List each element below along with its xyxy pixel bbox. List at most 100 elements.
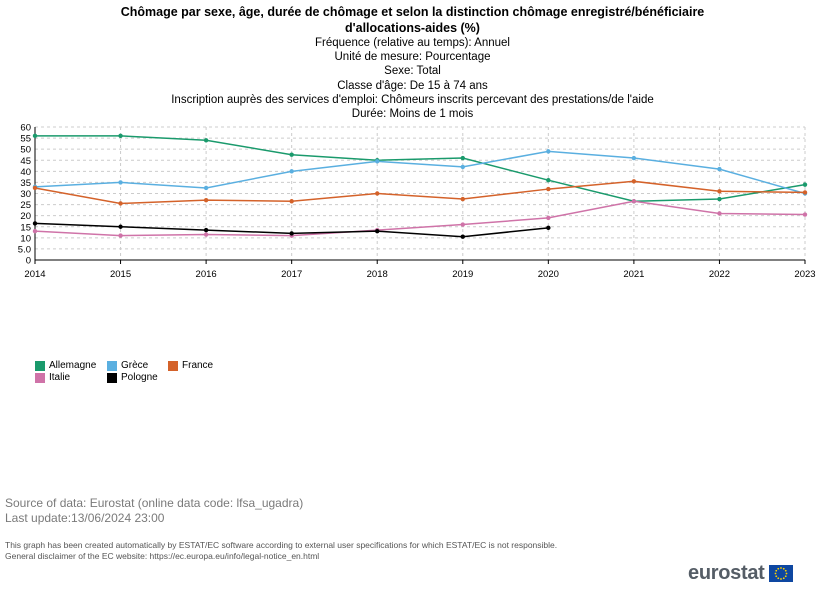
- flag-star: [784, 569, 787, 572]
- x-tick-label: 2021: [623, 269, 644, 280]
- x-tick-label: 2020: [538, 269, 559, 280]
- data-point-allemagne: [289, 152, 294, 157]
- data-point-italie: [631, 199, 637, 204]
- data-point-france: [717, 189, 722, 194]
- data-point-grece: [118, 180, 123, 185]
- disclaimer-link-line: General disclaimer of the EC website: ht…: [5, 551, 320, 561]
- y-tick-label: 35: [20, 178, 31, 189]
- data-point-france: [118, 201, 123, 206]
- source-line: Source of data: Eurostat (online data co…: [5, 496, 304, 510]
- flag-star: [774, 575, 777, 578]
- x-tick-label: 2017: [281, 269, 302, 280]
- legend-label: France: [182, 360, 214, 371]
- x-tick-label: 2016: [196, 269, 217, 280]
- x-tick-label: 2023: [794, 269, 815, 280]
- data-point-italie: [203, 232, 209, 237]
- chart-title: Chômage par sexe, âge, durée de chômage …: [120, 5, 705, 35]
- legend-item-france[interactable]: France: [168, 360, 213, 371]
- data-point-allemagne: [203, 138, 209, 143]
- data-point-pologne: [460, 234, 465, 239]
- legend-swatch: [168, 360, 178, 371]
- source-info: Source of data: Eurostat (online data co…: [5, 496, 303, 526]
- data-point-pologne: [289, 231, 294, 236]
- data-point-pologne: [203, 227, 209, 233]
- data-point-france: [32, 185, 38, 191]
- y-tick-label: 45: [20, 156, 31, 167]
- eu-flag-icon: [768, 565, 793, 582]
- legend-swatch: [35, 372, 45, 383]
- data-point-allemagne: [546, 178, 551, 183]
- series-line-italie: [34, 200, 806, 237]
- y-tick-label: 10: [20, 233, 31, 244]
- data-point-pologne: [546, 225, 551, 231]
- chart-subtitle-sex: Sexe: Total: [384, 65, 441, 78]
- legend-swatch: [107, 372, 117, 383]
- data-point-grece: [203, 185, 209, 191]
- y-tick-label: 50: [20, 145, 31, 156]
- y-tick-label: 5.0: [18, 244, 31, 255]
- data-point-grece: [717, 166, 722, 172]
- chart-subtitle-registration: Inscription auprès des services d'emploi…: [171, 93, 654, 106]
- data-point-france: [203, 197, 209, 203]
- data-point-grece: [546, 149, 551, 154]
- flag-star: [776, 577, 779, 580]
- y-tick-label: 25: [20, 200, 31, 211]
- data-point-italie: [717, 211, 722, 216]
- y-tick-label: 20: [20, 211, 31, 222]
- data-point-italie: [546, 215, 551, 221]
- x-tick-label: 2014: [24, 269, 45, 280]
- data-point-allemagne: [802, 182, 808, 187]
- last-update: Last update:13/06/2024 23:00: [5, 511, 165, 525]
- data-point-allemagne: [460, 155, 465, 161]
- data-point-pologne: [118, 224, 123, 229]
- data-point-allemagne: [32, 133, 38, 139]
- flag-star: [774, 572, 776, 575]
- chart-subtitle-age: Classe d'âge: De 15 à 74 ans: [337, 79, 488, 92]
- data-point-france: [546, 186, 551, 192]
- x-tick-label: 2018: [367, 269, 388, 280]
- legend-item-grece[interactable]: Grèce: [107, 360, 148, 371]
- series-line-france: [34, 180, 806, 205]
- data-point-france: [802, 190, 808, 195]
- chart-header: Chômage par sexe, âge, durée de chômage …: [0, 4, 825, 121]
- data-point-italie: [118, 233, 123, 238]
- flag-star: [784, 575, 787, 578]
- data-point-grece: [375, 159, 380, 164]
- legend-item-italie[interactable]: Italie: [35, 372, 70, 383]
- flag-star: [779, 567, 782, 569]
- chart-subtitle-duration: Durée: Moins de 1 mois: [351, 108, 474, 121]
- data-point-france: [289, 199, 294, 204]
- y-tick-label: 30: [20, 189, 31, 200]
- data-point-france: [631, 179, 637, 184]
- legend-item-allemagne[interactable]: Allemagne: [35, 360, 96, 371]
- y-tick-label: 0: [26, 256, 31, 267]
- legend-label: Pologne: [121, 372, 158, 383]
- logo-text: eurostat: [688, 562, 765, 584]
- flag-star: [782, 577, 785, 580]
- legend-label: Italie: [49, 372, 71, 383]
- legend-swatch: [107, 360, 117, 371]
- data-point-allemagne: [717, 196, 722, 202]
- y-tick-label: 60: [20, 123, 31, 134]
- data-point-france: [460, 196, 465, 202]
- legend-item-pologne[interactable]: Pologne: [107, 372, 158, 383]
- data-point-pologne: [375, 228, 380, 234]
- flag-star: [776, 567, 779, 570]
- data-point-italie: [802, 212, 808, 217]
- data-point-italie: [32, 228, 38, 234]
- x-tick-label: 2019: [452, 269, 473, 280]
- eurostat-logo: eurostat: [688, 562, 793, 585]
- series-line-allemagne: [35, 135, 806, 203]
- flag-star: [774, 569, 777, 572]
- data-point-allemagne: [118, 133, 123, 139]
- disclaimer: This graph has been created automaticall…: [5, 540, 557, 562]
- flag-star: [779, 578, 782, 580]
- data-point-grece: [289, 169, 294, 174]
- flag-star: [785, 572, 787, 575]
- chart-subtitle-frequency: Fréquence (relative au temps): Annuel: [315, 37, 510, 49]
- data-point-grece: [460, 164, 465, 170]
- flag-star: [782, 567, 785, 570]
- flag-background: [768, 565, 793, 582]
- x-tick-label: 2022: [709, 269, 730, 280]
